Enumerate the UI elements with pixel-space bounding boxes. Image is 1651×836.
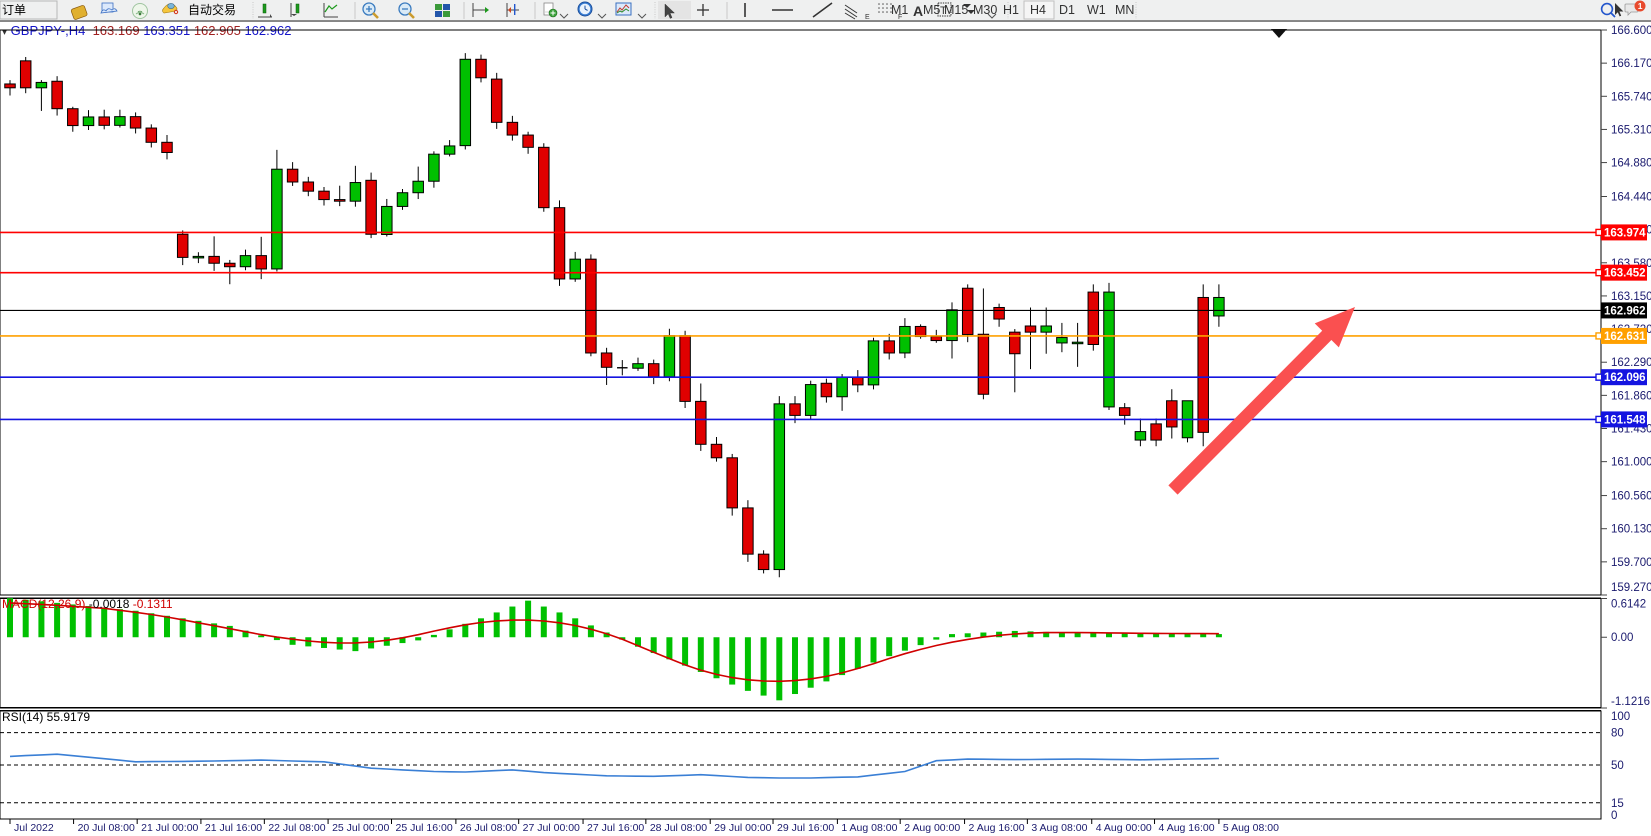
svg-text:21 Jul 00:00: 21 Jul 00:00 xyxy=(141,822,198,834)
svg-text:Jul 2022: Jul 2022 xyxy=(14,822,54,834)
svg-text:0: 0 xyxy=(1611,810,1617,822)
svg-text:15: 15 xyxy=(1611,798,1624,810)
svg-text:26 Jul 08:00: 26 Jul 08:00 xyxy=(460,822,517,834)
svg-text:27 Jul 16:00: 27 Jul 16:00 xyxy=(587,822,644,834)
svg-text:5 Aug 08:00: 5 Aug 08:00 xyxy=(1223,822,1279,834)
svg-text:22 Jul 08:00: 22 Jul 08:00 xyxy=(268,822,325,834)
svg-text:25 Jul 16:00: 25 Jul 16:00 xyxy=(396,822,453,834)
svg-text:RSI(14) 55.9179: RSI(14) 55.9179 xyxy=(2,710,90,724)
svg-text:166.170: 166.170 xyxy=(1611,58,1651,70)
svg-text:80: 80 xyxy=(1611,728,1624,740)
svg-text:50: 50 xyxy=(1611,760,1624,772)
svg-text:161.548: 161.548 xyxy=(1604,414,1646,426)
svg-text:161.000: 161.000 xyxy=(1611,457,1651,469)
svg-text:29 Jul 16:00: 29 Jul 16:00 xyxy=(777,822,834,834)
svg-text:2 Aug 16:00: 2 Aug 16:00 xyxy=(969,822,1025,834)
svg-text:1 Aug 08:00: 1 Aug 08:00 xyxy=(841,822,897,834)
svg-text:160.130: 160.130 xyxy=(1611,524,1651,536)
svg-text:162.290: 162.290 xyxy=(1611,357,1651,369)
svg-text:3 Aug 08:00: 3 Aug 08:00 xyxy=(1031,822,1087,834)
svg-text:2 Aug 00:00: 2 Aug 00:00 xyxy=(904,822,960,834)
svg-text:28 Jul 08:00: 28 Jul 08:00 xyxy=(650,822,707,834)
svg-text:20 Jul 08:00: 20 Jul 08:00 xyxy=(78,822,135,834)
svg-text:165.310: 165.310 xyxy=(1611,124,1651,136)
svg-text:100: 100 xyxy=(1611,711,1630,723)
svg-text:164.440: 164.440 xyxy=(1611,191,1651,203)
svg-text:MACD(12,26,9) -0.0018 -0.1311: MACD(12,26,9) -0.0018 -0.1311 xyxy=(2,597,173,611)
svg-text:159.700: 159.700 xyxy=(1611,557,1651,569)
svg-text:25 Jul 00:00: 25 Jul 00:00 xyxy=(332,822,389,834)
svg-text:0.00: 0.00 xyxy=(1611,632,1633,644)
svg-text:162.962: 162.962 xyxy=(1604,305,1646,317)
svg-text:165.740: 165.740 xyxy=(1611,91,1651,103)
svg-text:163.974: 163.974 xyxy=(1604,227,1646,239)
svg-text:163.150: 163.150 xyxy=(1611,291,1651,303)
svg-text:4 Aug 00:00: 4 Aug 00:00 xyxy=(1096,822,1152,834)
svg-text:27 Jul 00:00: 27 Jul 00:00 xyxy=(523,822,580,834)
svg-text:164.880: 164.880 xyxy=(1611,158,1651,170)
svg-text:161.860: 161.860 xyxy=(1611,390,1651,402)
svg-text:29 Jul 00:00: 29 Jul 00:00 xyxy=(714,822,771,834)
svg-text:160.560: 160.560 xyxy=(1611,491,1651,503)
svg-text:21 Jul 16:00: 21 Jul 16:00 xyxy=(205,822,262,834)
svg-text:162.096: 162.096 xyxy=(1604,372,1646,384)
svg-text:163.452: 163.452 xyxy=(1604,268,1646,280)
svg-text:162.631: 162.631 xyxy=(1604,331,1646,343)
svg-text:0.6142: 0.6142 xyxy=(1611,599,1646,611)
svg-text:4 Aug 16:00: 4 Aug 16:00 xyxy=(1159,822,1215,834)
svg-text:-1.1216: -1.1216 xyxy=(1611,696,1650,708)
svg-text:166.600: 166.600 xyxy=(1611,25,1651,37)
svg-text:159.270: 159.270 xyxy=(1611,582,1651,594)
